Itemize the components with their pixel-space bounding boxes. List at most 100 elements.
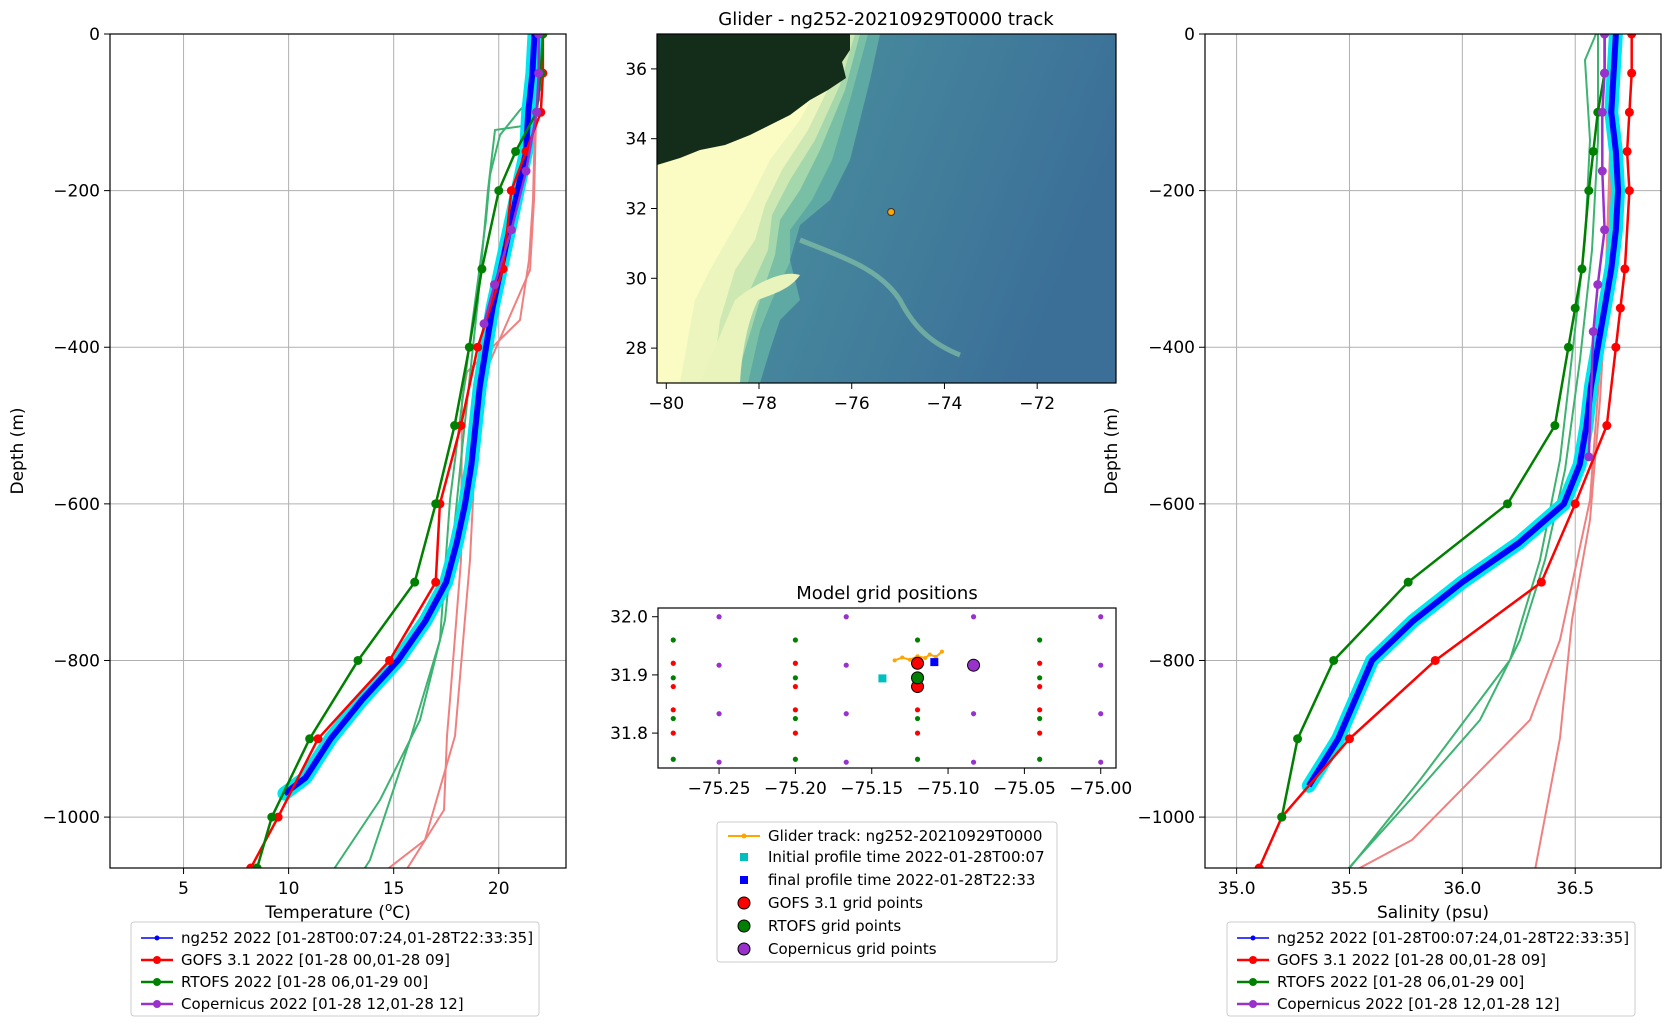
grid-x-tick-label: −75.20 [764,779,827,799]
temperature-series [246,34,548,868]
grid-y-tick-label: 31.9 [610,666,648,686]
x-tick-label: 36.0 [1443,879,1481,899]
grid-legend-track: Glider track: ng252-20210929T0000 [768,827,1042,845]
grid-panel: Model grid positions −75.25 −75.20 −75.15−… [610,583,1132,963]
x-tick-label: 35.0 [1218,879,1256,899]
gofs-salinity-profile-aux [1357,34,1611,868]
gofs-profile-point [456,421,466,431]
gofs-profile-point [273,812,283,822]
grid-ticks: −75.25 −75.20 −75.15 −75.10 −75.05 −75.00 31.8… [610,608,1132,799]
gofs-grid-point [792,683,799,690]
rtofs-grid-point [792,675,799,681]
gofs-grid-point [670,683,676,690]
gofs-grid-point [670,707,676,713]
gofs-grid-point [1037,707,1043,713]
glider-track-point [939,649,944,654]
salinity-series [1254,34,1637,868]
rtofs-profile-point [494,186,504,196]
bathymetry-map [656,33,1117,384]
copernicus-profile-point [1584,452,1594,462]
rtofs-nearest-point [911,671,925,685]
rtofs-grid-point [1037,756,1043,762]
rtofs-temperature-profile-aux [363,34,542,868]
x-tick-label: 15 [383,879,405,899]
rtofs-grid-point [792,637,799,643]
salinity-axes-frame [1204,33,1662,869]
map-ticks: −80 −78 −76 −74 −72 28 30 32 34 36 [625,60,1055,414]
gofs-profile-point [1620,264,1630,274]
gofs-profile-point [1254,863,1264,868]
grid-legend: Glider track: ng252-20210929T0000 Initia… [716,821,1058,963]
copernicus-grid-point [1098,711,1104,717]
gofs-profile-point [1570,499,1580,509]
rtofs-grid-point [914,756,921,762]
salinity-panel: 35.0 35.5 36.0 36.5 0 −200 −400 −600 −800 −1000 S… [1102,25,1662,1017]
grid-legend-final: final profile time 2022-01-28T22:33 [768,871,1035,889]
gofs-profile-point [1344,734,1354,744]
copernicus-grid-point [716,711,722,717]
map-y-tick-label: 36 [625,60,647,80]
rtofs-profile-point [410,577,420,587]
gofs-profile-point [1622,146,1632,156]
rtofs-grid-point [914,715,921,722]
rtofs-profile-point [1584,186,1594,196]
rtofs-grid-point [792,715,799,722]
copernicus-profile-point [1588,327,1598,337]
rtofs-profile-point [1293,734,1303,744]
rtofs-profile-point [511,146,521,156]
y-tick-label: −600 [53,495,100,515]
salinity-ylabel: Depth (m) [1102,407,1122,494]
glider-track-point [907,657,912,662]
gofs-profile-point [1430,655,1440,665]
x-tick-label: 20 [488,879,510,899]
glider-profile-line [282,34,538,797]
copernicus-grid-point [843,759,849,765]
map-x-tick-label: −78 [741,394,777,414]
y-tick-label: −200 [1148,182,1195,202]
y-tick-label: −800 [53,651,100,671]
copernicus-profile-point [532,107,542,117]
copernicus-grid-point [970,759,977,765]
legend-entry: Copernicus 2022 [01-28 12,01-28 12] [1277,995,1560,1013]
legend-marker [154,935,160,941]
rtofs-profile-point [305,734,315,744]
gofs-profile-point [1624,186,1634,196]
rtofs-profile-point [267,812,277,822]
rtofs-profile-point [464,342,474,352]
map-glider-marker [887,207,896,216]
rtofs-grid-point [914,637,921,643]
gofs-nearest-point [911,656,925,670]
y-tick-label: −1000 [42,808,100,828]
glider-track-point [900,655,905,660]
rtofs-profile-point [1570,303,1580,313]
legend-marker [153,978,161,986]
gofs-profile-point [1624,107,1634,117]
copernicus-profile-point [1597,166,1607,176]
gofs-profile-point [1627,68,1637,78]
rtofs-profile-point [477,264,487,274]
rtofs-grid-point [1037,715,1043,722]
grid-x-tick-label: −75.00 [1069,779,1132,799]
glider-track-point [923,656,928,661]
legend-entry: ng252 2022 [01-28T00:07:24,01-28T22:33:3… [1277,929,1629,947]
salinity-legend: ng252 2022 [01-28T00:07:24,01-28T22:33:3… [1226,921,1636,1017]
legend-marker [1249,956,1257,964]
copernicus-grid-point [843,614,849,620]
legend-entry: Copernicus 2022 [01-28 12,01-28 12] [181,995,464,1013]
final-profile-marker [930,658,939,667]
map-y-tick-label: 28 [625,339,647,359]
gofs-profile-point [1536,577,1546,587]
copernicus-grid-point [1098,759,1104,765]
legend-marker [1250,935,1256,941]
copernicus-profile-point [1600,225,1610,235]
grid-legend-gofs: GOFS 3.1 grid points [768,894,923,912]
x-tick-label: 5 [178,879,189,899]
copernicus-grid-point [1098,662,1104,668]
copernicus-grid-point [1098,614,1104,620]
salinity-ticks: 35.0 35.5 36.0 36.5 0 −200 −400 −600 −800 −1000 [1137,25,1594,899]
grid-y-tick-label: 31.8 [610,724,648,744]
rtofs-grid-point [792,756,799,762]
glider-profile-spread [1301,34,1626,793]
gofs-profile-point [1611,342,1621,352]
gofs-grid-point [1037,660,1043,666]
